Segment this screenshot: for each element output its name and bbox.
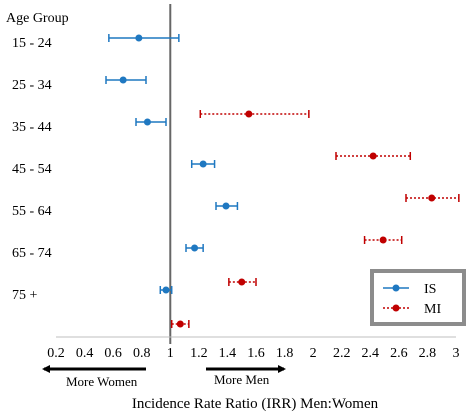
- legend: IS MI: [370, 269, 466, 326]
- x-tick-label: 0.2: [47, 346, 65, 361]
- point-marker: [245, 110, 253, 118]
- point-marker: [191, 244, 199, 252]
- legend-marker-mi: [392, 304, 400, 312]
- x-tick-label: 1.4: [219, 346, 237, 361]
- data-marks: [105, 34, 460, 328]
- point-marker: [119, 76, 127, 84]
- point-marker: [135, 34, 143, 42]
- x-tick-label: 2.2: [333, 346, 351, 361]
- x-tick-label: 1.8: [276, 346, 294, 361]
- y-tick-label: 65 - 74: [12, 246, 52, 261]
- y-tick-label: 25 - 34: [12, 78, 52, 93]
- x-tick-label: 3: [453, 346, 460, 361]
- x-tick-labels: 0.2 0.4 0.6 0.8 1 1.2 1.4 1.6 1.8 2 2.2 2.4 2.6 2.8 3: [47, 346, 459, 361]
- x-tick-label: 0.8: [133, 346, 151, 361]
- point-marker: [428, 194, 436, 202]
- y-tick-label: 35 - 44: [12, 120, 52, 135]
- legend-frame: [370, 269, 466, 326]
- x-axis-title: Incidence Rate Ratio (IRR) Men:Women: [132, 396, 379, 412]
- point-marker: [369, 152, 377, 160]
- y-tick-label: 55 - 64: [12, 204, 52, 219]
- y-tick-label: 45 - 54: [12, 162, 52, 177]
- more-women-label: More Women: [66, 374, 138, 389]
- y-tick-label: 15 - 24: [12, 36, 52, 51]
- y-tick-label: 75 +: [12, 288, 38, 303]
- legend-marker-is: [392, 284, 400, 292]
- x-tick-label: 1.6: [247, 346, 265, 361]
- x-tick-label: 2.6: [390, 346, 408, 361]
- x-tick-label: 0.4: [76, 346, 94, 361]
- point-marker: [143, 118, 151, 126]
- x-tick-label: 1.2: [190, 346, 208, 361]
- y-tick-labels: 15 - 24 25 - 34 35 - 44 45 - 54 55 - 64 65 - …: [12, 36, 52, 303]
- point-marker: [176, 320, 184, 328]
- legend-label-is: IS: [424, 282, 436, 297]
- x-tick-label: 2.4: [362, 346, 380, 361]
- point-marker: [238, 278, 246, 286]
- x-tick-label: 1: [167, 346, 174, 361]
- x-tick-label: 0.6: [104, 346, 122, 361]
- series-is: [105, 34, 239, 294]
- legend-label-mi: MI: [424, 302, 441, 317]
- point-marker: [379, 236, 387, 244]
- more-men-label: More Men: [214, 372, 270, 387]
- point-marker: [222, 202, 230, 210]
- x-tick-label: 2.8: [419, 346, 437, 361]
- point-marker: [199, 160, 207, 168]
- x-tick-label: 2: [310, 346, 317, 361]
- series-mi: [170, 110, 460, 328]
- y-axis-title: Age Group: [6, 11, 69, 26]
- point-marker: [162, 286, 170, 294]
